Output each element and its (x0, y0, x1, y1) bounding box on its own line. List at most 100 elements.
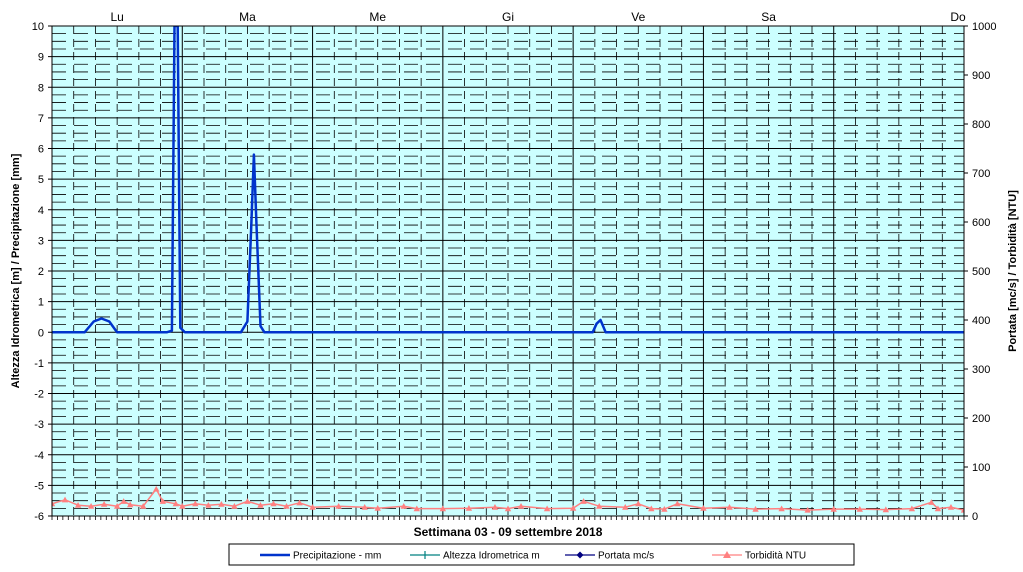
left-axis-title: Altezza Idrometrica [m] / Precipitazione… (10, 153, 22, 388)
right-tick-label: 400 (972, 315, 990, 327)
data-point (257, 502, 264, 508)
series-layer (52, 26, 964, 513)
legend: Precipitazione - mm Altezza Idrometrica m… (228, 543, 855, 566)
data-point (231, 503, 238, 509)
right-tick-label: 1000 (972, 21, 996, 33)
data-point (928, 499, 935, 505)
data-point (580, 498, 587, 504)
legend-marker (723, 551, 731, 558)
data-point (830, 505, 837, 512)
series-line (52, 26, 964, 334)
left-tick-label: 8 (38, 82, 44, 94)
data-point (270, 500, 277, 507)
data-point (674, 500, 681, 507)
right-tick-label: 500 (972, 266, 990, 278)
right-tick-label: 200 (972, 413, 990, 425)
data-point (700, 504, 707, 511)
left-tick-label: -3 (34, 419, 44, 431)
legend-label: Precipitazione - mm (293, 551, 381, 562)
data-point (413, 505, 420, 512)
day-label: Ma (239, 10, 256, 24)
data-point (400, 503, 407, 509)
day-label: Lu (110, 10, 123, 24)
data-point (61, 496, 69, 503)
x-axis-title: Settimana 03 - 09 settembre 2018 (414, 525, 603, 539)
data-point (465, 504, 473, 511)
legend-label: Portata mc/s (598, 551, 654, 562)
right-tick-label: 900 (972, 70, 990, 82)
right-tick-label: 600 (972, 217, 990, 229)
data-point (100, 501, 108, 507)
legend-marker (576, 551, 584, 559)
data-point (804, 506, 811, 513)
day-label: Gi (502, 10, 514, 24)
left-tick-label: -2 (34, 389, 44, 401)
data-point (335, 503, 342, 509)
data-point (543, 505, 551, 512)
data-point (113, 503, 121, 509)
data-point (172, 500, 179, 507)
axis-ticks (48, 25, 968, 520)
legend-box (228, 543, 855, 566)
data-point (491, 503, 499, 510)
right-tick-label: 700 (972, 168, 990, 180)
data-point (622, 503, 629, 510)
data-point (126, 501, 134, 508)
data-point (661, 505, 668, 512)
right-tick-label: 800 (972, 119, 990, 131)
legend-label: Altezza Idrometrica m (443, 551, 540, 562)
day-label: Sa (761, 10, 776, 24)
data-point (244, 498, 251, 504)
data-point (726, 503, 733, 510)
data-point (960, 506, 964, 513)
left-tick-label: 3 (38, 235, 44, 247)
data-point (856, 505, 863, 512)
data-point (569, 504, 577, 511)
data-point (140, 503, 147, 509)
data-point (908, 505, 916, 512)
right-axis-title: Portata [mc/s] / Torbidità [NTU] (1007, 190, 1019, 352)
data-point (87, 503, 95, 509)
left-tick-label: 10 (32, 21, 44, 33)
right-tick-label: 100 (972, 462, 990, 474)
data-point (778, 505, 785, 512)
data-point (439, 505, 447, 512)
data-point (504, 505, 512, 512)
left-tick-label: 6 (38, 144, 44, 156)
left-tick-label: 1 (38, 297, 44, 309)
data-point (934, 505, 942, 512)
right-tick-label: 300 (972, 364, 990, 376)
data-point (596, 503, 603, 509)
left-tick-label: 7 (38, 113, 44, 125)
data-point (648, 505, 655, 512)
data-point (153, 485, 160, 492)
data-point (74, 502, 82, 508)
plot-border (51, 25, 965, 517)
day-label: Do (950, 10, 966, 24)
data-point (309, 503, 316, 510)
data-point (120, 498, 127, 504)
data-point (179, 503, 186, 509)
left-tick-label: -1 (34, 358, 44, 370)
day-labels: Lu Ma Me Gi Ve Sa Do (110, 10, 966, 24)
legend-items: Precipitazione - mm Altezza Idrometrica m… (260, 551, 806, 562)
data-point (882, 506, 890, 513)
data-point (192, 500, 199, 507)
data-point (218, 501, 225, 507)
data-point (205, 502, 212, 508)
left-tick-label: -5 (34, 480, 44, 492)
data-point (374, 504, 381, 511)
left-tick-label: 2 (38, 266, 44, 278)
left-tick-label: -4 (34, 450, 44, 462)
left-tick-label: 5 (38, 174, 44, 186)
data-point (296, 499, 303, 506)
data-point (635, 500, 642, 507)
legend-label: Torbidità NTU (745, 551, 806, 562)
right-tick-label: 0 (972, 511, 978, 523)
data-point (361, 503, 368, 510)
left-tick-label: 0 (38, 327, 44, 339)
day-label: Ve (631, 10, 645, 24)
